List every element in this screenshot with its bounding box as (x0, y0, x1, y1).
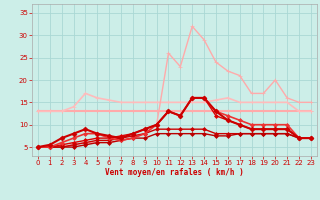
X-axis label: Vent moyen/en rafales ( km/h ): Vent moyen/en rafales ( km/h ) (105, 168, 244, 177)
